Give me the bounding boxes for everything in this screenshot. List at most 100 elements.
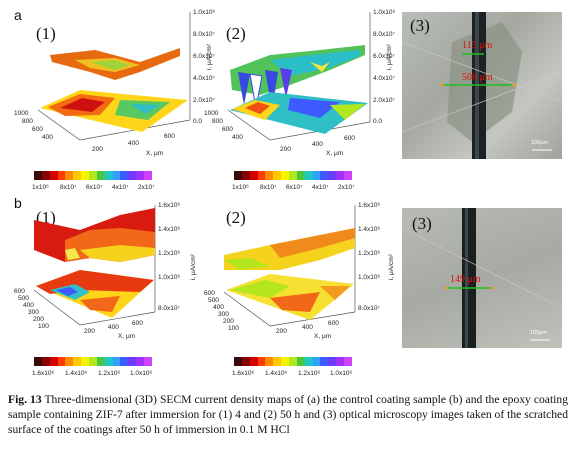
y-tick: 300 [218, 311, 229, 318]
colorbar-tick: 1.2x10⁶ [298, 370, 321, 377]
surface-upper-green [224, 258, 270, 270]
projection-cyan [130, 104, 160, 114]
projection-green [330, 104, 365, 120]
x-axis-label: X, μm [146, 150, 164, 157]
figure-caption: Fig. 13 Three-dimensional (3D) SECM curr… [8, 392, 568, 437]
y-tick: 600 [204, 290, 215, 297]
measurement-label: 115 μm [462, 40, 493, 51]
panel-number: (3) [410, 16, 430, 35]
panel-b1: (1) 1.6x10⁶ 1.4x10⁶ 1.2x10⁶ 1.0x10⁶ 8.0x… [14, 200, 198, 350]
z-tick: 8.0x10⁷ [358, 305, 380, 312]
z-tick: 6.0x10⁷ [373, 53, 395, 60]
x-axis-label: X, μm [326, 150, 344, 157]
y-tick: 100 [228, 325, 239, 332]
surface-upper-cyan [270, 50, 360, 76]
y-tick: 600 [222, 126, 233, 133]
z-axis-label: i, μA/cm² [386, 44, 393, 70]
scratch-image [402, 12, 562, 159]
z-tick: 4.0x10⁷ [193, 75, 215, 82]
surface-valley [265, 70, 278, 110]
z-tick: 1.0x10⁶ [158, 274, 181, 281]
micrograph-b3: (3) 149 μm 100μm [402, 208, 562, 348]
colorbar-tick: 1.6x10⁶ [232, 370, 255, 377]
projection-orange [245, 102, 270, 114]
colorbar-tick: 1.4x10⁶ [265, 370, 288, 377]
panel-number: (2) [226, 24, 246, 43]
y-tick: 600 [14, 288, 25, 295]
z-tick: 1.6x10⁶ [158, 202, 181, 209]
surface-peak [310, 62, 330, 72]
panel-number: (2) [226, 208, 246, 227]
x-tick: 600 [344, 135, 355, 142]
projection-orange [80, 296, 120, 312]
x-tick: 400 [128, 140, 139, 147]
x-tick: 200 [280, 146, 291, 153]
colorbar-tick: 1.2x10⁶ [98, 370, 121, 377]
surface-valley [249, 73, 263, 109]
colorbar-tick: 4x10⁷ [112, 184, 129, 191]
x-tick: 400 [312, 141, 323, 148]
colorbar-tick: 2x10⁷ [338, 184, 355, 191]
x-axis-label: X, μm [118, 333, 136, 340]
x-axis-label: X, μm [314, 333, 332, 340]
colorbar-tick: 1.6x10⁶ [32, 370, 55, 377]
colorbar-a1: 1x10⁶ 8x10⁷ 6x10⁷ 4x10⁷ 2x10⁷ [32, 171, 154, 191]
row-label-a: a [14, 7, 22, 23]
x-tick: 200 [276, 328, 287, 335]
colorbar-tick: 1.0x10⁶ [130, 370, 153, 377]
panel-number: (1) [36, 24, 56, 43]
projection-orange [270, 292, 320, 312]
caption-text: Three-dimensional (3D) SECM current dens… [8, 393, 568, 436]
panel-a1: (1) 1.0x10⁶ 8.0x10⁷ 6.0x10⁷ 4.0x10⁷ 2.0x… [14, 9, 215, 190]
z-tick: 1.2x10⁶ [358, 250, 381, 257]
surface-plot-3d [33, 205, 156, 326]
x-tick: 400 [108, 324, 119, 331]
colorbar-a2: 1x10⁶ 8x10⁷ 6x10⁷ 4x10⁷ 2x10⁷ [232, 171, 354, 191]
projection-light-orange [320, 286, 350, 300]
z-tick: 2.0x10⁷ [193, 97, 215, 104]
z-tick: 1.6x10⁶ [358, 202, 381, 209]
colorbar-tick: 4x10⁷ [312, 184, 329, 191]
surface-upper-low [90, 60, 130, 70]
z-tick: 1.4x10⁶ [158, 226, 181, 233]
colorbar-tick: 2x10⁷ [138, 184, 155, 191]
caption-figure-number: Fig. 13 [8, 393, 42, 406]
colorbar-gradient [34, 357, 152, 366]
panel-a2: (2) 1.0x10⁶ 8.0x10⁷ 6.0x10⁷ 4.0x10⁷ 2.0x… [204, 9, 395, 190]
y-tick: 400 [42, 134, 53, 141]
z-tick: 6.0x10⁷ [193, 53, 215, 60]
z-tick: 4.0x10⁷ [373, 75, 395, 82]
colorbar-b2: 1.6x10⁶ 1.4x10⁶ 1.2x10⁶ 1.0x10⁶ [232, 357, 352, 377]
colorbar-gradient [234, 357, 352, 366]
colorbar-tick: 8x10⁷ [60, 184, 77, 191]
z-axis-label: i, μA/cm² [190, 254, 197, 280]
x-tick: 600 [132, 320, 143, 327]
colorbar-gradient [234, 171, 352, 180]
y-tick: 1000 [14, 110, 29, 117]
colorbar-tick: 6x10⁷ [86, 184, 103, 191]
x-tick: 400 [302, 324, 313, 331]
z-tick: 0.0 [373, 118, 383, 125]
colorbar-tick: 1x10⁶ [32, 184, 49, 191]
surface-plot-3d [223, 205, 356, 327]
projection-green [230, 280, 290, 298]
y-tick: 500 [208, 297, 219, 304]
x-tick: 200 [92, 146, 103, 153]
colorbar-tick: 1.4x10⁶ [65, 370, 88, 377]
x-tick: 600 [164, 133, 175, 140]
y-tick: 800 [212, 118, 223, 125]
surface-valley [238, 72, 250, 105]
z-tick: 8.0x10⁷ [373, 31, 395, 38]
scale-bar-label: 100μm [530, 330, 547, 336]
y-tick: 200 [223, 318, 234, 325]
projection-blue [288, 98, 340, 118]
projection-blue [56, 287, 78, 296]
row-label-b: b [14, 195, 22, 211]
x-tick: 200 [84, 328, 95, 335]
z-axis-label: i, μA/cm² [388, 254, 395, 280]
panel-number: (3) [412, 214, 432, 233]
panel-b2: (2) 1.6x10⁶ 1.4x10⁶ 1.2x10⁶ 1.0x10⁶ 8.0x… [204, 200, 395, 350]
z-tick: 8.0x10⁷ [158, 305, 180, 312]
z-tick: 0.0 [193, 118, 203, 125]
y-tick: 1000 [204, 110, 219, 117]
